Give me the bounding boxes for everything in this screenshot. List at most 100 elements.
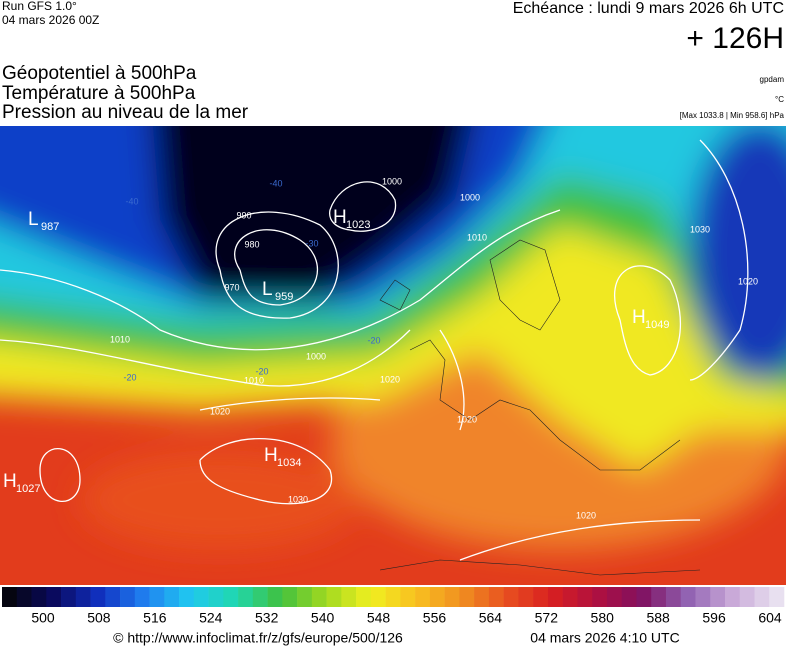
- colorbar-tick-label: 532: [255, 610, 279, 626]
- colorbar-swatch: [356, 587, 372, 607]
- colorbar-tick-label: 516: [143, 610, 167, 626]
- colorbar-tick-label: 556: [423, 610, 447, 626]
- colorbar-swatch: [2, 587, 18, 607]
- colorbar-swatch: [680, 587, 696, 607]
- colorbar-swatch: [120, 587, 136, 607]
- isobar-label: 1020: [210, 406, 230, 416]
- colorbar-swatch: [400, 587, 416, 607]
- colorbar-swatch: [223, 587, 239, 607]
- isotherm-label: -40: [125, 196, 138, 206]
- isobar-label: 1010: [467, 232, 487, 242]
- colorbar-swatch: [547, 587, 563, 607]
- run-label: Run GFS 1.0°: [2, 0, 77, 13]
- colorbar-swatch: [341, 587, 357, 607]
- title: Géopotentiel à 500hPa: [2, 63, 197, 84]
- colorbar-swatch: [282, 587, 298, 607]
- lead-time: + 126H: [686, 22, 784, 55]
- colorbar-swatch: [61, 587, 77, 607]
- isobar-label: 970: [224, 282, 239, 292]
- isobar-label: 1000: [306, 351, 326, 361]
- isobar-label: 1030: [288, 494, 308, 504]
- pressure-center-value: 1049: [645, 319, 669, 331]
- colorbar-swatch: [665, 587, 682, 607]
- footer-source: © http://www.infoclimat.fr/z/gfs/europe/…: [113, 630, 403, 646]
- colorbar-swatch: [134, 587, 150, 607]
- colorbar-swatch: [415, 587, 431, 607]
- colorbar-swatch: [474, 587, 490, 607]
- colorbar-swatch: [592, 587, 608, 607]
- unit-label: °C: [775, 95, 784, 104]
- colorbar-swatch: [208, 587, 224, 607]
- colorbar-swatch: [444, 587, 460, 607]
- colorbar-swatch: [636, 587, 652, 607]
- colorbar-swatch: [326, 587, 342, 607]
- isotherm-label: -40: [269, 178, 282, 188]
- colorbar-swatch: [311, 587, 327, 607]
- colorbar-swatch: [710, 587, 726, 607]
- isobar-label: 1020: [738, 276, 758, 286]
- isotherm-label: -20: [123, 372, 136, 382]
- isobar-label: 1020: [457, 414, 477, 424]
- colorbar-swatch: [695, 587, 711, 607]
- pressure-center-value: 959: [275, 291, 293, 303]
- colorbar-swatch: [769, 587, 785, 607]
- colorbar-swatch: [488, 587, 504, 607]
- colorbar-tick-label: 524: [199, 610, 223, 626]
- isobar-label: 980: [244, 239, 259, 249]
- isobars: [0, 139, 749, 561]
- colorbar-swatch: [252, 587, 268, 607]
- pressure-center-value: 1034: [277, 457, 301, 469]
- coastlines: [379, 239, 701, 576]
- colorbar-swatch: [75, 587, 91, 607]
- pressure-center-value: 1023: [346, 219, 370, 231]
- run-date: 04 mars 2026 00Z: [2, 13, 99, 27]
- colorbar-swatch: [46, 587, 62, 607]
- isobar-label: 990: [236, 210, 251, 220]
- isobar-label: 1010: [244, 375, 264, 385]
- colorbar-swatch: [651, 587, 667, 607]
- colorbar-swatch: [621, 587, 637, 607]
- colorbar-swatch: [90, 587, 106, 607]
- colorbar-swatch: [724, 587, 741, 607]
- colorbar-swatch: [459, 587, 475, 607]
- colorbar-swatch: [179, 587, 195, 607]
- isotherm-label: -20: [255, 366, 268, 376]
- colorbar-swatch: [562, 587, 578, 607]
- colorbar-swatch: [193, 587, 209, 607]
- colorbar-tick-label: 508: [87, 610, 111, 626]
- isobar-label: 1020: [576, 510, 596, 520]
- colorbar-tick-label: 548: [367, 610, 391, 626]
- colorbar-tick-label: 604: [758, 610, 782, 626]
- colorbar-swatch: [518, 587, 534, 607]
- colorbar-tick-label: 580: [591, 610, 615, 626]
- colorbar-swatch: [370, 587, 386, 607]
- pressure-center-type: L: [28, 209, 39, 230]
- colorbar-tick-label: 564: [479, 610, 503, 626]
- pressure-center-value: 1027: [16, 483, 40, 495]
- colorbar-swatch: [606, 587, 622, 607]
- colorbar-swatch: [577, 587, 593, 607]
- colorbar-swatch: [429, 587, 445, 607]
- colorbar-swatch: [739, 587, 755, 607]
- isotherm-label: -30: [305, 238, 318, 248]
- unit-label: [Max 1033.8 | Min 958.6] hPa: [680, 111, 785, 120]
- pressure-center-type: H: [333, 207, 347, 228]
- footer-date: 04 mars 2026 4:10 UTC: [530, 630, 679, 646]
- isobar-label: 1030: [690, 224, 710, 234]
- isobar-label: 1010: [110, 334, 130, 344]
- colorbar-swatch: [754, 587, 770, 607]
- pressure-center-type: L: [262, 279, 273, 300]
- colorbar: 500 508 516 524 532 540 548 556 564 572 580 588 596 6…: [2, 587, 785, 626]
- pressure-center-type: H: [264, 445, 278, 466]
- colorbar-swatch: [297, 587, 313, 607]
- isobar-label: 1000: [460, 192, 480, 202]
- colorbar-swatch: [267, 587, 283, 607]
- isobar-label: 1000: [382, 176, 402, 186]
- colorbar-swatch: [149, 587, 165, 607]
- colorbar-tick-label: 572: [535, 610, 559, 626]
- colorbar-swatch: [385, 587, 401, 607]
- valid-time: Echéance : lundi 9 mars 2026 6h UTC: [513, 0, 784, 17]
- isotherm-label: -20: [367, 335, 380, 345]
- colorbar-swatch: [164, 587, 180, 607]
